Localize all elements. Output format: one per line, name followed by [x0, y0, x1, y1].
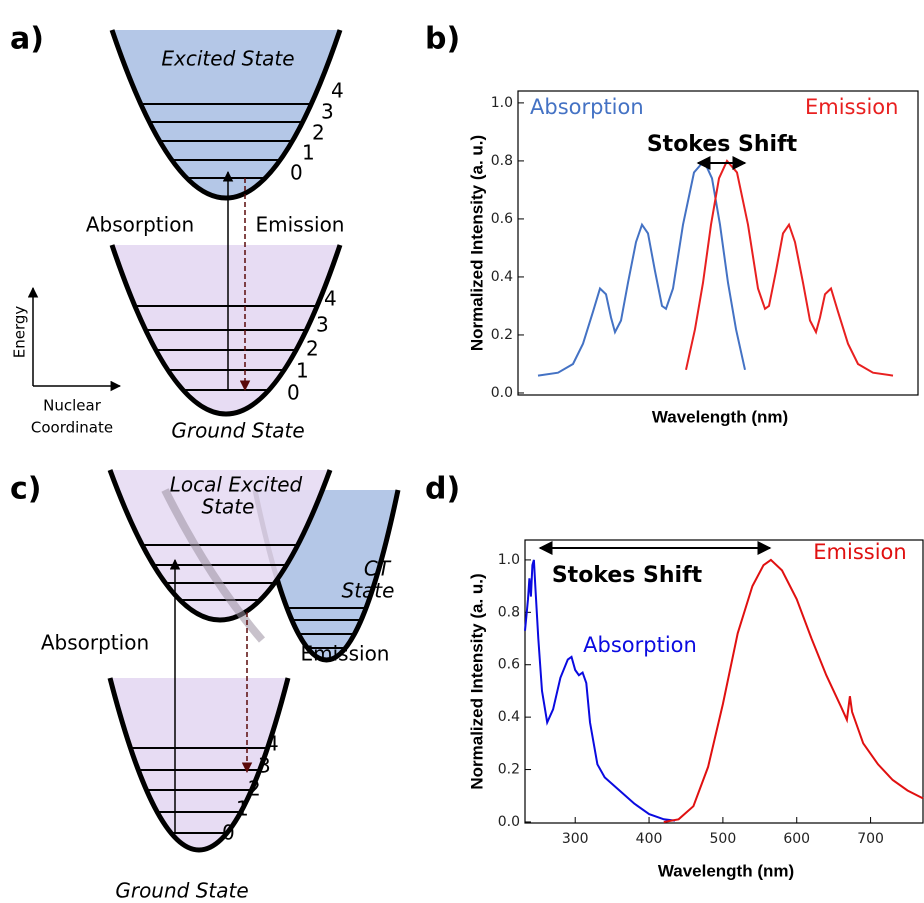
state-label: CT: [364, 557, 392, 581]
level-number: 3: [258, 754, 271, 778]
series-line: [685, 159, 894, 377]
state-label: Excited State: [161, 47, 294, 71]
y-tick-label: 1.0: [491, 95, 513, 111]
emission-label: Emission: [256, 213, 345, 237]
level-number: 2: [312, 121, 325, 145]
level-number: 4: [266, 732, 279, 756]
x-tick-label: 300: [562, 831, 589, 847]
level-number: 3: [321, 100, 334, 124]
emission-label: Emission: [301, 642, 390, 666]
panel-label: b): [425, 22, 460, 57]
level-number: 0: [287, 381, 300, 405]
potential-well: [107, 677, 291, 853]
series-label: Emission: [805, 95, 898, 119]
state-label: Ground State: [171, 419, 304, 443]
y-tick-label: 0.8: [491, 153, 513, 169]
y-tick-label: 0.6: [491, 211, 513, 227]
level-number: 4: [331, 79, 344, 103]
plot-frame: [517, 90, 919, 396]
series-label: Absorption: [583, 633, 697, 657]
level-number: 4: [324, 287, 337, 311]
axis-label: Energy: [11, 306, 29, 359]
state-label: Ground State: [115, 879, 248, 903]
absorption-label: Absorption: [86, 213, 194, 237]
series-label: Absorption: [530, 95, 644, 119]
absorption-label: Absorption: [41, 631, 149, 655]
y-axis-label: Normalized Intensity (a. u.): [467, 135, 486, 351]
x-tick-label: 400: [636, 831, 663, 847]
x-tick-label: 500: [710, 831, 737, 847]
level-number: 0: [290, 161, 303, 185]
annotation: Stokes Shift: [647, 132, 798, 157]
y-axis-label: Normalized Intensity (a. u.): [467, 573, 486, 789]
level-number: 2: [248, 777, 261, 801]
level-number: 0: [222, 821, 235, 845]
panel-label: c): [10, 472, 42, 507]
series-label: Emission: [813, 540, 906, 564]
y-tick-label: 1.0: [498, 552, 520, 568]
y-tick-label: 0.4: [498, 709, 520, 725]
x-axis-label: Wavelength (nm): [658, 861, 794, 880]
y-tick-label: 0.2: [498, 762, 520, 778]
y-tick-label: 0.4: [491, 269, 513, 285]
state-label: State: [202, 495, 255, 519]
panel-label: a): [10, 22, 44, 57]
axis-label: Nuclear: [43, 397, 102, 415]
level-number: 3: [316, 313, 329, 337]
y-tick-label: 0.6: [498, 657, 520, 673]
potential-well: [107, 469, 333, 623]
y-tick-label: 0.2: [491, 327, 513, 343]
level-number: 1: [302, 141, 315, 165]
ct-relaxation: [161, 488, 266, 643]
level-number: 2: [306, 337, 319, 361]
state-label: State: [342, 579, 395, 603]
y-tick-label: 0.8: [498, 604, 520, 620]
x-tick-label: 700: [857, 831, 884, 847]
plot-frame: [524, 539, 924, 824]
potential-well: [109, 244, 343, 417]
y-tick-label: 0.0: [491, 385, 513, 401]
level-number: 1: [236, 797, 249, 821]
y-tick-label: 0.0: [498, 814, 520, 830]
axis-label: Coordinate: [31, 419, 113, 437]
x-tick-label: 600: [783, 831, 810, 847]
diagrams: [107, 29, 401, 853]
series-line: [663, 558, 924, 823]
state-label: Local Excited: [170, 473, 303, 497]
potential-well: [109, 29, 343, 201]
annotation: Stokes Shift: [552, 563, 703, 588]
x-axis-label: Wavelength (nm): [652, 407, 788, 426]
level-number: 1: [296, 359, 309, 383]
series-line: [537, 159, 746, 377]
panel-label: d): [425, 472, 460, 507]
series-line: [524, 559, 676, 822]
